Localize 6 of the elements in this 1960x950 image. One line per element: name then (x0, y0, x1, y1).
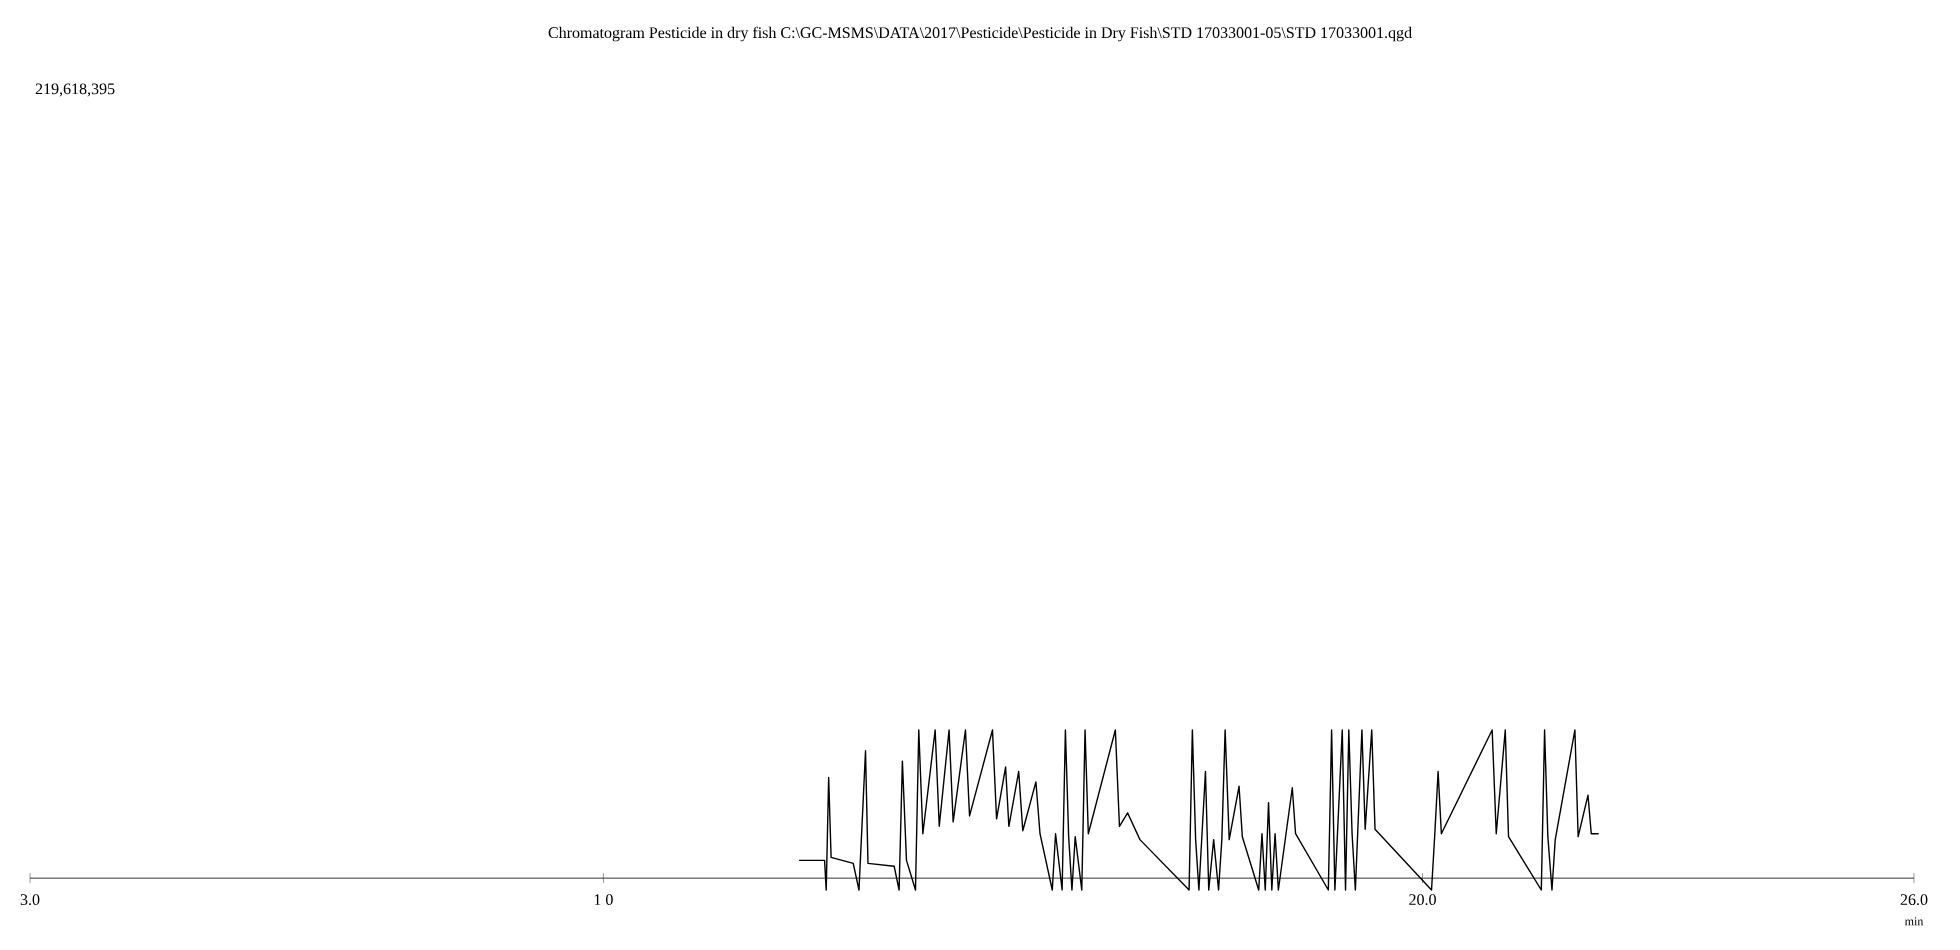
x-tick-label: 20.0 (1409, 894, 1436, 906)
x-tick-label: 3.0 (20, 894, 40, 906)
text: 219,618,395 (35, 83, 115, 97)
x-tick-label: 1 0 (594, 894, 613, 906)
x-tick-label: 26.0 (1900, 894, 1928, 906)
chart-title: Chromatogram Pesticide in dry fish C:\GC-MSMS\DATA\2017\Pesticide\Pesticide in Dry Fish\STD 17033001-05\STD 17033001.qgd (548, 26, 1412, 42)
